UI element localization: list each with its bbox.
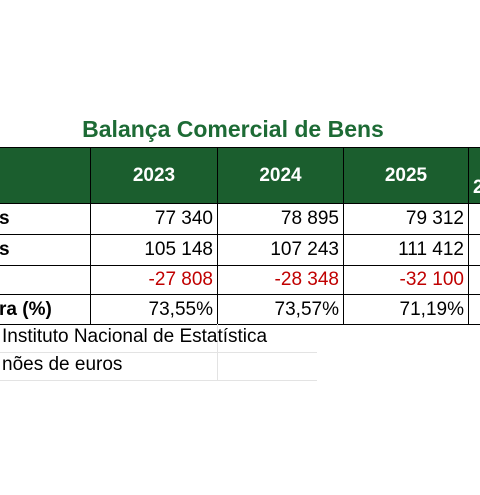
- row-label: s: [0, 203, 91, 235]
- cell: [468, 294, 480, 325]
- row-label: ra (%): [0, 294, 91, 325]
- cell: 105 148: [90, 234, 218, 266]
- cell: [468, 234, 480, 266]
- cell: 73,55%: [90, 294, 218, 325]
- cell: [468, 203, 480, 235]
- cell: -32 100: [343, 265, 469, 295]
- column-header: 2023: [90, 147, 218, 204]
- column-header: 2024: [217, 147, 344, 204]
- gridline: [217, 324, 218, 380]
- column-header: 2025: [343, 147, 469, 204]
- row-label: s: [0, 234, 91, 266]
- footnote: nões de euros: [2, 354, 123, 375]
- column-header: 2: [468, 147, 480, 204]
- cell: 111 412: [343, 234, 469, 266]
- cell: 77 340: [90, 203, 218, 235]
- gridline: [0, 380, 317, 381]
- cell: 71,19%: [343, 294, 469, 325]
- cell: [468, 265, 480, 295]
- cell: 107 243: [217, 234, 344, 266]
- cell: -28 348: [217, 265, 344, 295]
- cell: 78 895: [217, 203, 344, 235]
- table-title: Balança Comercial de Bens: [82, 116, 384, 142]
- cell: 79 312: [343, 203, 469, 235]
- footnote: Instituto Nacional de Estatística: [2, 326, 268, 347]
- row-label: [0, 265, 91, 295]
- cell: -27 808: [90, 265, 218, 295]
- cell: 73,57%: [217, 294, 344, 325]
- gridline: [0, 352, 317, 353]
- header-cell: [0, 147, 91, 204]
